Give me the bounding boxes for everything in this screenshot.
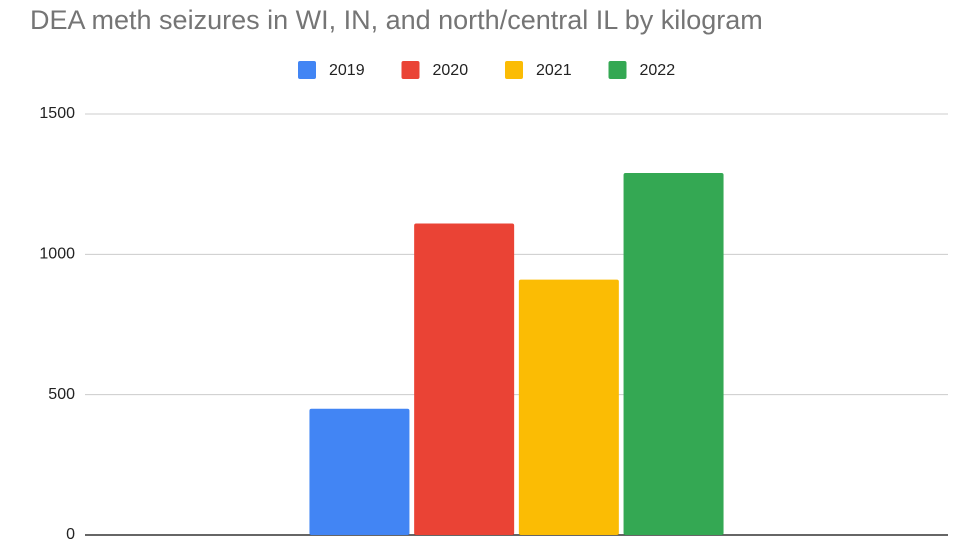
legend-swatch [608,61,627,79]
legend-label: 2020 [433,62,469,79]
bar [414,223,515,535]
legend-label: 2019 [329,62,365,79]
bar [623,172,724,535]
bar [518,279,619,535]
y-tick-label: 500 [48,386,75,403]
y-tick-label: 0 [66,526,75,543]
legend-label: 2021 [536,62,572,79]
legend-swatch [505,61,523,79]
legend-swatch [401,61,420,79]
legend-swatch [298,61,316,79]
y-tick-label: 1000 [39,246,75,263]
chart-title: DEA meth seizures in WI, IN, and north/c… [30,5,763,35]
y-tick-label: 1500 [39,105,75,122]
legend-label: 2022 [640,62,676,79]
bar [309,408,410,535]
